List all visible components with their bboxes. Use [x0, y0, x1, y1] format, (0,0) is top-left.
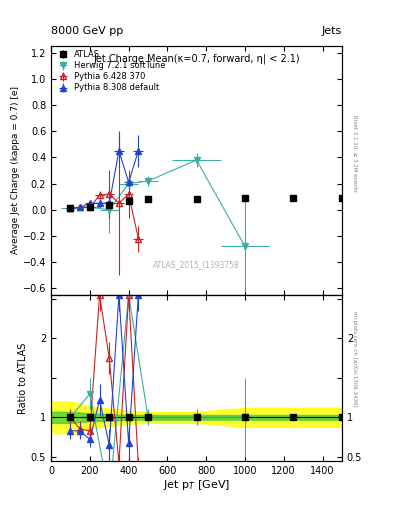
Legend: ATLAS, Herwig 7.2.1 softTune, Pythia 6.428 370, Pythia 8.308 default: ATLAS, Herwig 7.2.1 softTune, Pythia 6.4… — [53, 49, 167, 94]
Text: Jet Charge Mean(κ=0.7, forward, η| < 2.1): Jet Charge Mean(κ=0.7, forward, η| < 2.1… — [93, 54, 300, 64]
Y-axis label: Average Jet Charge (kappa = 0.7) [e]: Average Jet Charge (kappa = 0.7) [e] — [11, 87, 20, 254]
X-axis label: Jet p$_T$ [GeV]: Jet p$_T$ [GeV] — [163, 478, 230, 493]
Text: Rivet 3.1.10, ≥ 3.2M events: Rivet 3.1.10, ≥ 3.2M events — [352, 115, 357, 192]
Text: Jets: Jets — [321, 26, 342, 36]
Text: ATLAS_2015_I1393758: ATLAS_2015_I1393758 — [153, 261, 240, 269]
Y-axis label: Ratio to ATLAS: Ratio to ATLAS — [18, 342, 28, 414]
Text: mcplots.cern.ch [arXiv:1306.3436]: mcplots.cern.ch [arXiv:1306.3436] — [352, 311, 357, 406]
Text: 8000 GeV pp: 8000 GeV pp — [51, 26, 123, 36]
